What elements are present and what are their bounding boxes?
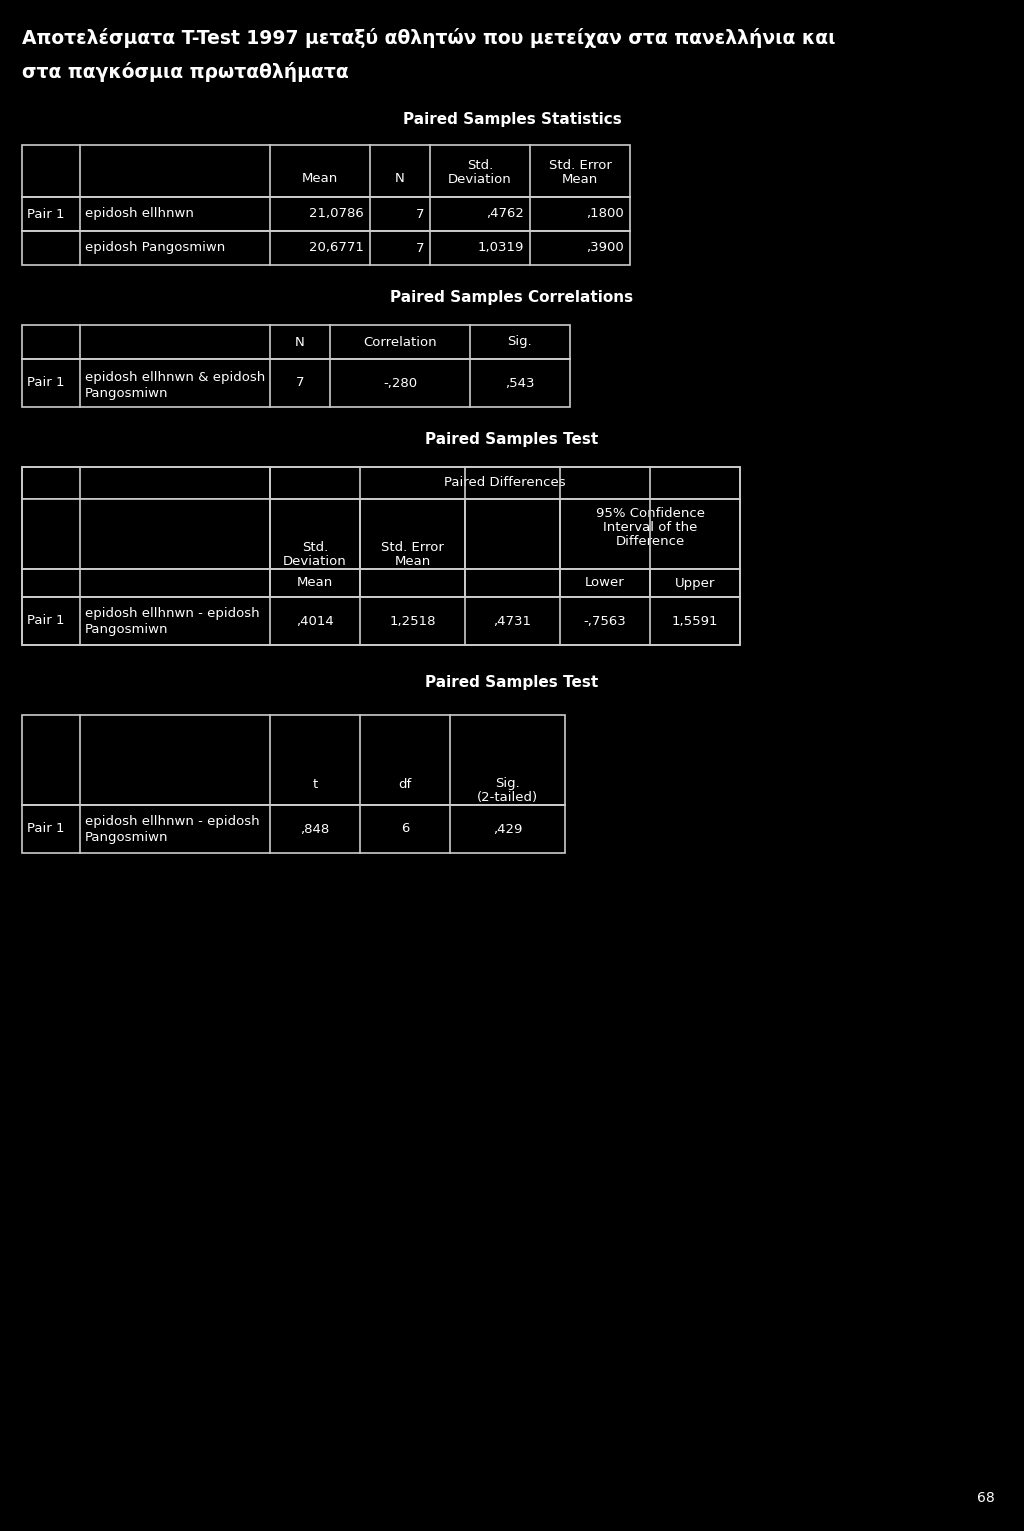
Bar	[560, 499, 740, 570]
Text: 95% Confidence: 95% Confidence	[596, 507, 705, 521]
Text: Std.: Std.	[467, 159, 494, 171]
Text: Paired Differences: Paired Differences	[444, 476, 566, 490]
Bar	[22, 597, 740, 645]
Text: Pangosmiwn: Pangosmiwn	[85, 831, 169, 844]
Text: ,1800: ,1800	[587, 208, 624, 220]
Text: Pair 1: Pair 1	[27, 822, 65, 836]
Text: t: t	[312, 778, 317, 792]
Text: ,429: ,429	[493, 822, 522, 836]
Bar	[22, 499, 270, 570]
Text: 7: 7	[416, 208, 424, 220]
Text: Interval of the: Interval of the	[603, 521, 697, 534]
Text: ,543: ,543	[505, 377, 535, 389]
Text: Pair 1: Pair 1	[27, 208, 65, 220]
Text: epidosh ellhnwn - epidosh: epidosh ellhnwn - epidosh	[85, 814, 260, 828]
Bar	[22, 231, 630, 265]
Text: Paired Samples Statistics: Paired Samples Statistics	[402, 112, 622, 127]
Text: Difference: Difference	[615, 534, 685, 548]
Text: Pangosmiwn: Pangosmiwn	[85, 387, 169, 400]
Text: -,7563: -,7563	[584, 614, 627, 628]
Text: Sig.: Sig.	[508, 335, 532, 349]
Text: Lower: Lower	[585, 577, 625, 589]
Bar	[270, 570, 360, 597]
Text: -,280: -,280	[383, 377, 417, 389]
Text: ,848: ,848	[300, 822, 330, 836]
Bar	[465, 570, 560, 597]
Text: 6: 6	[400, 822, 410, 836]
Bar	[22, 805, 565, 853]
Text: 68: 68	[977, 1491, 995, 1505]
Text: Mean: Mean	[297, 577, 333, 589]
Bar	[22, 570, 270, 597]
Text: epidosh Pangosmiwn: epidosh Pangosmiwn	[85, 242, 225, 254]
Bar	[270, 499, 360, 570]
Text: Mean: Mean	[394, 556, 431, 568]
Bar	[650, 570, 740, 597]
Text: Correlation: Correlation	[364, 335, 437, 349]
Text: epidosh ellhnwn: epidosh ellhnwn	[85, 208, 194, 220]
Bar	[22, 715, 565, 805]
Bar	[360, 499, 465, 570]
Text: Deviation: Deviation	[449, 173, 512, 185]
Text: ,4014: ,4014	[296, 614, 334, 628]
Text: 21,0786: 21,0786	[309, 208, 364, 220]
Text: Upper: Upper	[675, 577, 715, 589]
Bar	[560, 570, 650, 597]
Bar	[22, 325, 570, 358]
Text: Std.: Std.	[302, 540, 328, 554]
Text: 7: 7	[416, 242, 424, 254]
Bar	[465, 499, 560, 570]
Text: Deviation: Deviation	[283, 556, 347, 568]
Text: 1,0319: 1,0319	[477, 242, 524, 254]
Text: ,4731: ,4731	[494, 614, 531, 628]
Text: (2-tailed): (2-tailed)	[477, 792, 538, 804]
Text: df: df	[398, 778, 412, 792]
Bar	[22, 145, 630, 197]
Text: στα παγκόσμια πρωταθλήματα: στα παγκόσμια πρωταθλήματα	[22, 61, 349, 83]
Text: Mean: Mean	[562, 173, 598, 185]
Text: epidosh ellhnwn & epidosh: epidosh ellhnwn & epidosh	[85, 371, 265, 384]
Bar	[22, 467, 740, 645]
Text: Std. Error: Std. Error	[549, 159, 611, 171]
Text: 1,5591: 1,5591	[672, 614, 718, 628]
Text: ,4762: ,4762	[486, 208, 524, 220]
Text: Paired Samples Correlations: Paired Samples Correlations	[390, 289, 634, 305]
Text: Αποτελέσματα T-Test 1997 μεταξύ αθλητών που μετείχαν στα πανελλήνια και: Αποτελέσματα T-Test 1997 μεταξύ αθλητών …	[22, 28, 836, 47]
Text: Paired Samples Test: Paired Samples Test	[425, 675, 599, 690]
Text: 1,2518: 1,2518	[389, 614, 436, 628]
Text: ,3900: ,3900	[587, 242, 624, 254]
Bar	[270, 467, 740, 499]
Text: 20,6771: 20,6771	[309, 242, 364, 254]
Bar	[22, 197, 630, 231]
Text: Pangosmiwn: Pangosmiwn	[85, 623, 169, 635]
Text: Sig.: Sig.	[496, 778, 520, 790]
Text: Mean: Mean	[302, 171, 338, 185]
Text: Std. Error: Std. Error	[381, 540, 444, 554]
Text: epidosh ellhnwn - epidosh: epidosh ellhnwn - epidosh	[85, 606, 260, 620]
Bar	[22, 467, 270, 499]
Text: Pair 1: Pair 1	[27, 377, 65, 389]
Text: Pair 1: Pair 1	[27, 614, 65, 628]
Bar	[360, 570, 465, 597]
Text: Paired Samples Test: Paired Samples Test	[425, 432, 599, 447]
Text: 7: 7	[296, 377, 304, 389]
Text: N: N	[295, 335, 305, 349]
Text: N: N	[395, 171, 404, 185]
Bar	[22, 358, 570, 407]
